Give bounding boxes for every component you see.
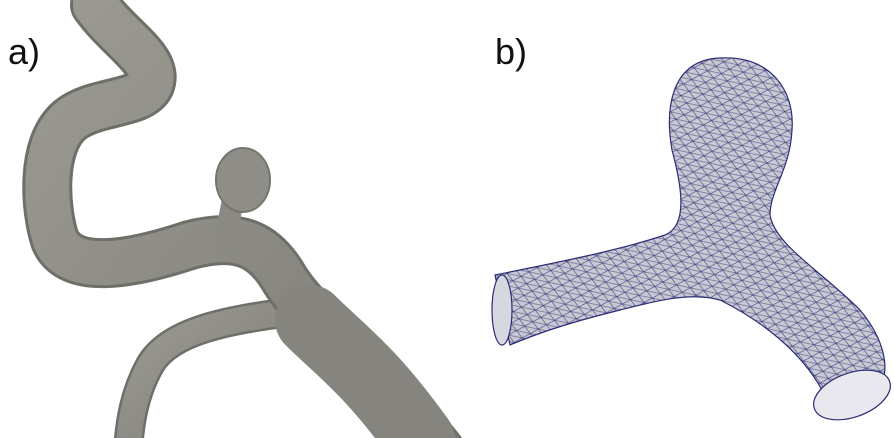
panel-label: b) bbox=[495, 31, 527, 72]
mesh-render bbox=[491, 57, 891, 421]
panel-label: a) bbox=[8, 31, 40, 72]
vessel-render bbox=[22, 0, 462, 438]
